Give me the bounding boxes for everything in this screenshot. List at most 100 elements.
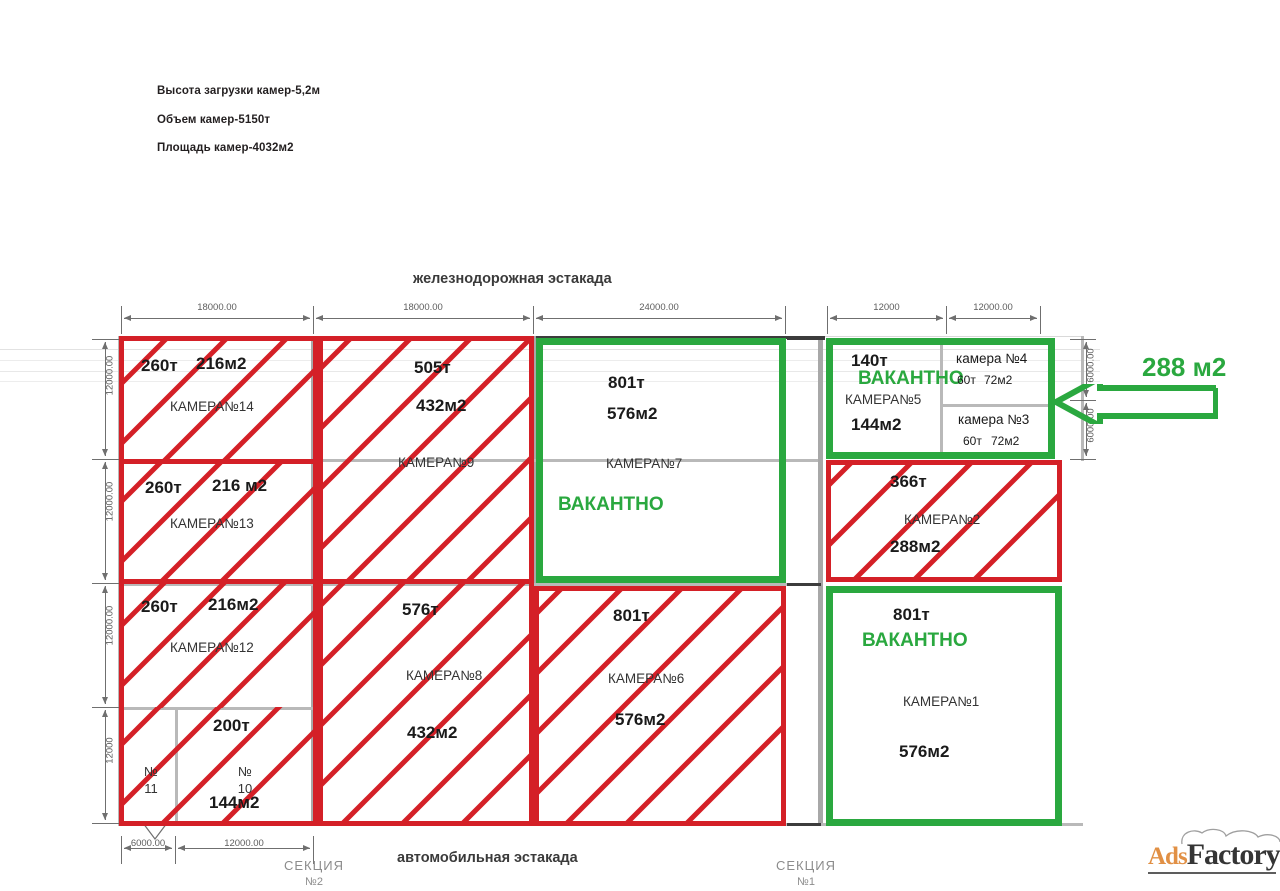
dim-tick-top-2 — [533, 306, 534, 334]
dim-line-bottom-1 — [178, 845, 310, 851]
dim-tick-bottom-2 — [313, 836, 314, 864]
room-5-weight: 140т — [851, 351, 888, 370]
ramp-edge-dark-4 — [787, 823, 821, 826]
dim-tick-left-4 — [92, 823, 120, 824]
section-1-label: СЕКЦИЯ №1 — [758, 857, 854, 889]
section-2-title: СЕКЦИЯ — [284, 858, 344, 873]
dim-tick-left-3 — [92, 707, 120, 708]
dim-label-top-1: 18000.00 — [403, 302, 443, 313]
section-2-number: №2 — [305, 875, 323, 888]
room-7-vacant-badge: ВАКАНТНО — [558, 494, 664, 515]
section-1-title: СЕКЦИЯ — [776, 858, 836, 873]
room-2-weight: 366т — [890, 472, 927, 491]
room-12-name: КАМЕРА№12 — [170, 640, 254, 655]
cad-wall-vert-34 — [940, 345, 943, 455]
cad-wall-pier-4 — [1081, 336, 1084, 461]
dim-tick-top-5 — [946, 306, 947, 334]
room-6-box[interactable] — [534, 586, 786, 826]
room-6-hatch — [539, 591, 781, 821]
cad-guide-line-b — [0, 360, 1100, 361]
dim-line-bottom-0 — [124, 845, 172, 851]
dim-tick-right-1 — [1070, 400, 1096, 401]
room-6-area: 576м2 — [615, 710, 666, 729]
cad-wall-pier-3 — [818, 336, 823, 826]
room-8-name: КАМЕРА№8 — [406, 668, 483, 683]
dim-tick-top-6 — [1040, 306, 1041, 334]
section-1-number: №1 — [797, 875, 815, 888]
dim-tick-left-1 — [92, 459, 120, 460]
room-9-area: 432м2 — [416, 396, 467, 415]
room-6-weight: 801т — [613, 606, 650, 625]
dim-tick-top-1 — [313, 306, 314, 334]
room-5-name: КАМЕРА№5 — [845, 392, 922, 407]
room-7-name: КАМЕРА№7 — [606, 456, 683, 471]
callout-area-label: 288 м2 — [1142, 352, 1227, 382]
note-loading-height: Высота загрузки камер-5,2м — [157, 85, 321, 97]
watermark: AdsFactory — [1148, 828, 1280, 874]
room-1-weight: 801т — [893, 605, 930, 624]
dim-line-top-0 — [124, 315, 310, 321]
room-6-name: КАМЕРА№6 — [608, 671, 685, 686]
room-10-area: 144м2 — [209, 793, 260, 812]
room-8-weight: 576т — [402, 600, 439, 619]
room-5-4-3-box[interactable] — [826, 338, 1055, 459]
dim-line-right-0 — [1083, 342, 1089, 397]
dim-label-bottom-0: 6000.00 — [130, 838, 166, 849]
auto-ramp-title: автомобильная эстакада — [397, 850, 578, 866]
leader-arrow-bottom — [142, 823, 168, 840]
dim-label-left-1: 12000.00 — [104, 481, 116, 522]
section-2-label: СЕКЦИЯ №2 — [266, 857, 362, 889]
dim-label-right-0-wrap: 6000.00 — [1046, 348, 1136, 382]
room-11-number: 11 — [144, 781, 158, 796]
dim-line-left-1 — [102, 462, 108, 580]
room-1-vacant-badge: ВАКАНТНО — [862, 630, 968, 651]
dim-label-top-3: 12000 — [873, 302, 900, 313]
watermark-underline — [1148, 872, 1276, 874]
room-9-weight: 505т — [414, 358, 451, 377]
room-9-name: КАМЕРА№9 — [398, 455, 475, 470]
room-2-name: КАМЕРА№2 — [904, 512, 981, 527]
dim-label-left-3: 12000 — [104, 737, 116, 764]
dim-line-top-4 — [949, 315, 1037, 321]
room-10-number: 10 — [237, 781, 253, 796]
room-14-area: 216м2 — [196, 354, 247, 373]
room-3-area: 72м2 — [991, 434, 1020, 448]
dim-tick-bottom-1 — [175, 836, 176, 864]
dim-line-top-2 — [536, 315, 782, 321]
ramp-edge-dark-3 — [787, 583, 821, 586]
dim-tick-top-3 — [785, 306, 786, 334]
room-14-weight: 260т — [141, 356, 178, 375]
room-4-area: 72м2 — [984, 373, 1013, 387]
watermark-factory-text: Factory — [1186, 838, 1280, 871]
room-3-weight: 60т — [963, 434, 982, 448]
room-10-number-symbol: № — [238, 764, 252, 779]
room-7-area: 576м2 — [607, 404, 658, 423]
watermark-ads-text: Ads — [1148, 843, 1188, 870]
dim-line-top-1 — [316, 315, 530, 321]
room-13-area: 216 м2 — [212, 476, 268, 495]
room-7-weight: 801т — [608, 373, 645, 392]
dim-label-bottom-1: 12000.00 — [224, 838, 264, 849]
room-13-name: КАМЕРА№13 — [170, 516, 254, 531]
room-12-area: 216м2 — [208, 595, 259, 614]
room-1-box[interactable] — [826, 586, 1062, 826]
dim-tick-right-0 — [1070, 339, 1096, 340]
ramp-edge-dark-2 — [536, 336, 788, 339]
callout-arrow-icon — [1049, 384, 1218, 424]
ramp-edge-dark-1 — [787, 336, 825, 340]
room-5-vacant-badge: ВАКАНТНО — [858, 368, 964, 389]
room-1-area: 576м2 — [899, 742, 950, 761]
dim-label-left-2: 12000.00 — [104, 605, 116, 646]
dim-tick-left-2 — [92, 583, 120, 584]
room-7-box[interactable] — [536, 338, 786, 583]
dim-tick-top-4 — [827, 306, 828, 334]
room-5-area: 144м2 — [851, 415, 902, 434]
room-4-name: камера №4 — [956, 351, 1028, 366]
room-11-number-symbol: № — [144, 764, 158, 779]
dim-tick-bottom-0 — [121, 836, 122, 864]
railway-ramp-title: железнодорожная эстакада — [413, 271, 612, 287]
cad-guide-line-a — [0, 349, 1100, 350]
cad-wall-horiz-34 — [940, 404, 1055, 407]
room-10-weight: 200т — [213, 716, 250, 735]
room-12-weight: 260т — [141, 597, 178, 616]
